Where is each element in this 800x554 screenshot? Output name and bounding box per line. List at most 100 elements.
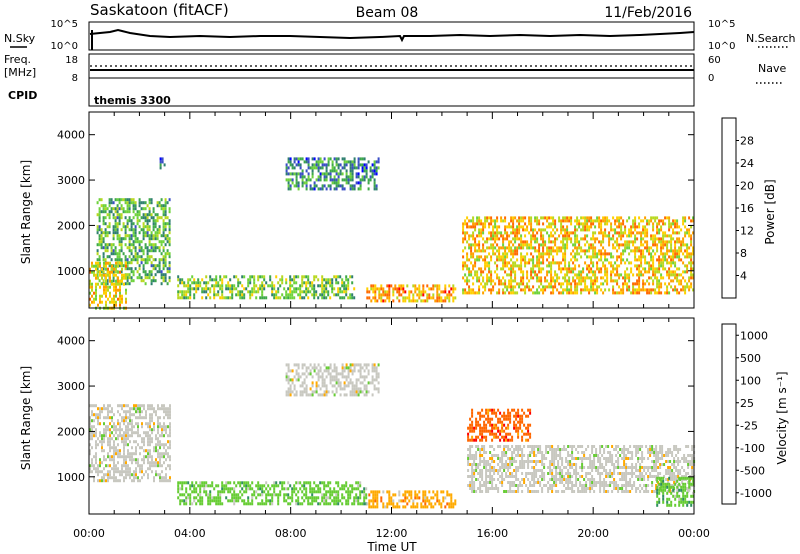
echo-cell: [500, 216, 503, 220]
echo-cell: [169, 413, 171, 417]
echo-cell: [261, 281, 264, 285]
echo-cell: [676, 276, 679, 280]
echo-cell: [550, 264, 553, 268]
echo-cell: [670, 261, 673, 265]
echo-cell: [140, 207, 143, 211]
echo-cell: [111, 416, 113, 420]
echo-cell: [321, 372, 324, 376]
echo-cell: [604, 228, 607, 232]
echo-cell: [363, 496, 366, 500]
echo-cell: [121, 276, 123, 280]
echo-cell: [130, 270, 133, 274]
echo-cell: [125, 473, 127, 477]
echo-cell: [129, 470, 131, 474]
echo-cell: [101, 300, 103, 304]
echo-cell: [325, 287, 328, 291]
echo-cell: [100, 234, 103, 238]
echo-cell: [452, 287, 455, 291]
echo-cell: [134, 234, 137, 238]
echo-cell: [163, 452, 165, 456]
echo-cell: [446, 490, 449, 494]
echo-cell: [377, 372, 380, 376]
echo-cell: [598, 219, 601, 223]
echo-cell: [313, 499, 316, 503]
echo-cell: [93, 476, 95, 480]
echo-cell: [295, 172, 298, 176]
echo-cell: [121, 416, 123, 420]
colorbar-tick-label: 16: [740, 202, 754, 215]
echo-cell: [323, 369, 326, 373]
echo-cell: [297, 378, 300, 382]
echo-cell: [610, 276, 613, 280]
echo-cell: [592, 285, 595, 289]
echo-cell: [422, 493, 425, 497]
echo-cell: [112, 237, 115, 241]
echo-cell: [201, 290, 204, 294]
echo-cell: [520, 288, 523, 292]
echo-cell: [101, 267, 103, 271]
echo-cell: [177, 278, 180, 282]
echo-cell: [612, 237, 615, 241]
echo-cell: [150, 249, 153, 253]
echo-cell: [146, 252, 149, 256]
echo-cell: [375, 378, 378, 382]
echo-cell: [650, 258, 653, 262]
echo-cell: [125, 276, 127, 280]
echo-cell: [325, 484, 328, 488]
echo-cell: [572, 267, 575, 271]
echo-cell: [582, 276, 585, 280]
echo-cell: [97, 422, 99, 426]
echo-cell: [538, 246, 541, 250]
echo-cell: [518, 243, 521, 247]
echo-cell: [374, 296, 377, 300]
echo-cell: [388, 490, 391, 494]
echo-cell: [223, 484, 226, 488]
echo-cell: [197, 284, 200, 288]
echo-cell: [112, 264, 115, 268]
echo-cell: [414, 287, 417, 291]
echo-cell: [103, 285, 105, 289]
echo-cell: [656, 231, 659, 235]
echo-cell: [131, 407, 133, 411]
echo-cell: [91, 431, 93, 435]
echo-cell: [497, 435, 500, 439]
echo-cell: [110, 198, 113, 202]
echo-cell: [684, 243, 687, 247]
echo-cell: [112, 276, 115, 280]
echo-cell: [101, 294, 103, 298]
echo-cell: [289, 369, 292, 373]
echo-cell: [91, 428, 93, 432]
echo-cell: [448, 296, 451, 300]
echo-cell: [119, 282, 121, 286]
echo-cell: [486, 216, 489, 220]
echo-cell: [271, 284, 274, 288]
echo-cell: [644, 261, 647, 265]
echo-cell: [126, 201, 129, 205]
echo-cell: [287, 381, 290, 385]
echo-cell: [353, 496, 356, 500]
echo-cell: [634, 288, 637, 292]
echo-cell: [311, 493, 314, 497]
echo-cell: [323, 363, 326, 367]
echo-cell: [492, 225, 495, 229]
echo-cell: [155, 449, 157, 453]
echo-cell: [484, 249, 487, 253]
echo-cell: [632, 240, 635, 244]
echo-cell: [357, 166, 360, 170]
echo-cell: [333, 490, 336, 494]
echo-cell: [500, 234, 503, 238]
echo-cell: [125, 428, 127, 432]
echo-cell: [572, 270, 575, 274]
echo-cell: [123, 470, 125, 474]
echo-cell: [374, 293, 377, 297]
echo-cell: [524, 222, 527, 226]
echo-cell: [109, 458, 111, 462]
echo-cell: [181, 293, 184, 297]
echo-cell: [466, 225, 469, 229]
echo-cell: [668, 255, 671, 259]
echo-cell: [666, 291, 669, 295]
echo-cell: [150, 264, 153, 268]
echo-cell: [542, 258, 545, 262]
echo-cell: [377, 157, 380, 161]
echo-cell: [580, 291, 583, 295]
